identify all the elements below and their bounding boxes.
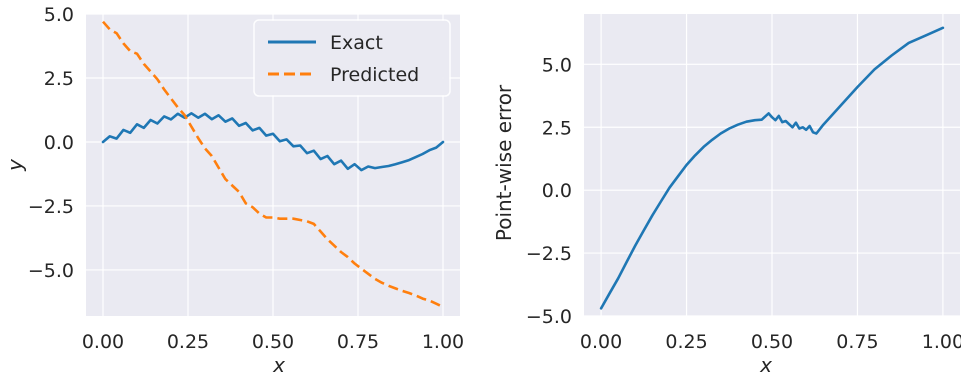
right-y-axis-label: Point-wise error (492, 84, 516, 241)
legend-exact-label: Exact (330, 32, 383, 54)
left-tick-labels: 0.00 0.25 0.50 0.75 1.00 5.0 2.5 0.0 −2.5 −5.0 (28, 4, 464, 353)
left-x-axis-label: x (272, 353, 285, 377)
right-grid (584, 14, 960, 317)
legend-predicted-label: Predicted (330, 64, 419, 86)
right-chart: 0.00 0.25 0.50 0.75 1.005.02.50.0−2.5−5.0 x … (492, 14, 961, 377)
left-x-tick-label: 0.25 (167, 331, 209, 353)
left-y-tick-label: −2.5 (28, 196, 74, 218)
right-lines (599, 26, 945, 310)
left-y-tick-label: 0.0 (44, 132, 74, 154)
right-tick-labels: 0.00 0.25 0.50 0.75 1.00 5.0 2.5 0.0 −2.5 −5.0 (526, 54, 961, 353)
legend-box (253, 19, 451, 97)
left-chart: 0.00 0.25 0.50 0.75 1.005.02.50.0−2.5−5.0 x … (3, 4, 464, 377)
left-series-line-predicted (102, 20, 444, 309)
right-x-tick-label: 0.00 (580, 331, 622, 353)
right-x-axis-label: x (759, 353, 772, 377)
right-x-tick-label: 0.75 (836, 331, 878, 353)
left-lines (101, 20, 445, 309)
left-y-tick-label: 2.5 (44, 68, 74, 90)
right-y-tick-label: −2.5 (526, 243, 572, 265)
left-series-line-exact (101, 112, 445, 172)
right-x-tick-label: 0.50 (751, 331, 793, 353)
left-x-tick-label: 0.50 (252, 331, 294, 353)
left-x-tick-label: 1.00 (422, 331, 464, 353)
right-x-tick-label: 0.25 (665, 331, 707, 353)
left-y-tick-label: 5.0 (44, 4, 74, 26)
right-y-tick-label: 5.0 (542, 54, 572, 76)
left-x-tick-label: 0.00 (82, 331, 124, 353)
left-y-axis-label: y (3, 158, 27, 172)
right-y-tick-label: −5.0 (526, 306, 572, 328)
right-y-tick-label: 2.5 (542, 117, 572, 139)
left-y-tick-label: −5.0 (28, 260, 74, 282)
right-x-tick-label: 1.00 (922, 331, 961, 353)
right-y-tick-label: 0.0 (542, 180, 572, 202)
legend: Exact Predicted (253, 19, 451, 97)
right-series-line-error (599, 26, 945, 310)
left-x-tick-label: 0.75 (337, 331, 379, 353)
